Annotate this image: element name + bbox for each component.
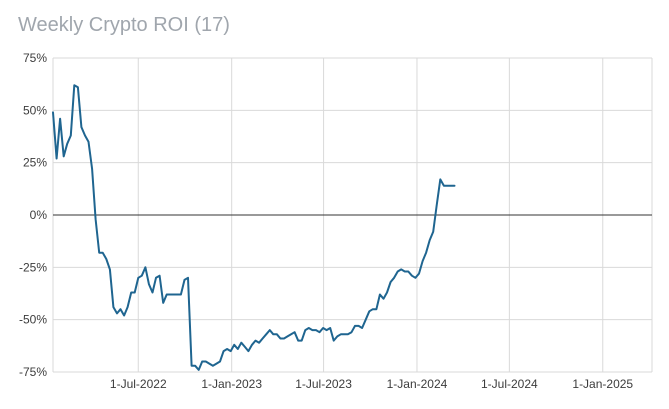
x-tick-label: 1-Jan-2025 (572, 377, 633, 391)
y-tick-label: 75% (23, 51, 47, 65)
y-tick-label: -50% (19, 313, 47, 327)
y-tick-label: 50% (23, 103, 47, 117)
x-tick-label: 1-Jul-2024 (481, 377, 538, 391)
chart-title: Weekly Crypto ROI (17) (18, 14, 230, 36)
x-tick-label: 1-Jul-2022 (110, 377, 167, 391)
y-tick-label: -75% (19, 365, 47, 379)
series-line (52, 84, 456, 371)
y-tick-label: -25% (19, 260, 47, 274)
x-tick-label: 1-Jan-2023 (201, 377, 262, 391)
x-tick-label: 1-Jan-2024 (387, 377, 448, 391)
y-tick-label: 25% (23, 156, 47, 170)
x-tick-label: 1-Jul-2023 (295, 377, 352, 391)
y-tick-label: 0% (30, 208, 48, 222)
